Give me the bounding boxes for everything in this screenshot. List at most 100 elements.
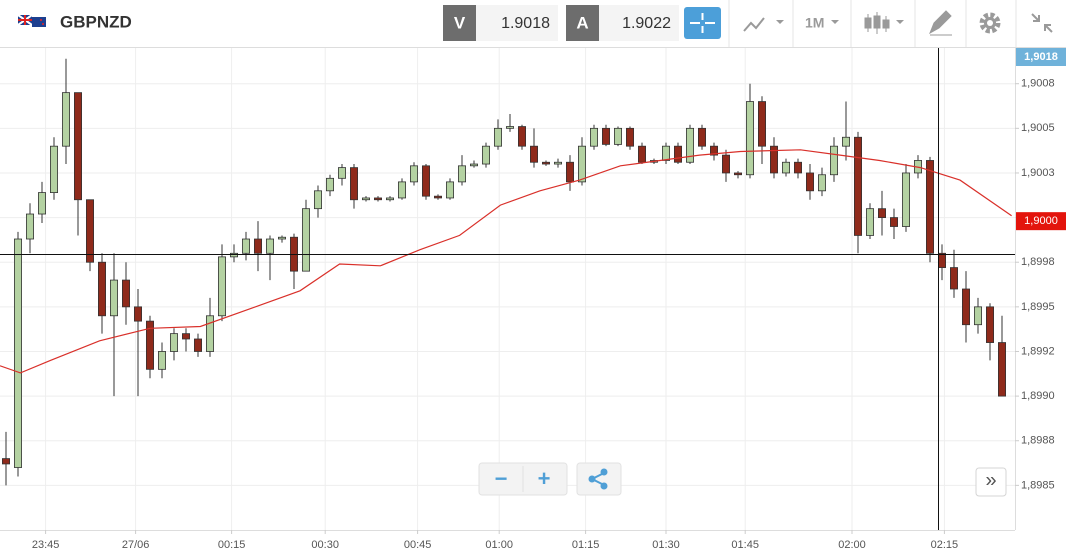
x-tick-label: 23:45	[32, 539, 60, 551]
candle-body	[794, 161, 803, 174]
candle-body	[265, 238, 274, 254]
candle-body	[361, 197, 370, 201]
candle-body	[674, 145, 683, 163]
candle-body	[770, 145, 779, 174]
moving-average	[0, 149, 1012, 374]
bid-label: V	[454, 13, 466, 32]
candle-body	[710, 145, 719, 156]
candle-type-button[interactable]	[864, 12, 904, 34]
candle-body	[590, 127, 599, 147]
share-button[interactable]	[576, 462, 622, 496]
candle-body	[554, 161, 563, 165]
timeframe[interactable]: 1M	[805, 15, 824, 31]
candle-body	[445, 181, 454, 199]
candle-body	[806, 172, 815, 192]
candle-body	[110, 279, 119, 317]
pinned-label: 1,9018	[1024, 51, 1058, 63]
x-tick-label: 02:15	[931, 539, 959, 551]
candle-body	[169, 333, 178, 352]
candle-body	[998, 342, 1007, 397]
candle-body	[638, 145, 647, 163]
y-tick-label: 1,8992	[1021, 345, 1055, 357]
candle-body	[878, 208, 887, 218]
x-tick-label: 02:00	[838, 539, 866, 551]
candle-body	[313, 190, 322, 210]
candle-body	[530, 145, 539, 163]
candle-body	[626, 127, 635, 147]
bid-button[interactable]	[443, 5, 476, 41]
candle-body	[758, 101, 767, 147]
bid-box	[476, 5, 558, 41]
y-tick-label: 1,8985	[1021, 479, 1055, 491]
candle-body	[746, 101, 755, 176]
candle-body	[890, 217, 899, 227]
candle-body	[433, 195, 442, 199]
candle-body	[926, 160, 935, 254]
timeframe-caret	[831, 20, 839, 24]
candle-body	[518, 126, 527, 147]
candle-body	[122, 279, 131, 308]
candle-body	[133, 306, 142, 322]
price-label: 1,9000	[1024, 215, 1058, 227]
candle-body	[157, 351, 166, 370]
collapse-button[interactable]	[1031, 13, 1053, 33]
candle-body	[301, 208, 310, 272]
y-tick-label: 1,8995	[1021, 301, 1055, 313]
candle-body	[2, 458, 10, 465]
settings-button[interactable]	[979, 12, 1001, 34]
x-tick-label: 00:45	[404, 539, 432, 551]
candle-body	[950, 267, 959, 290]
draw-button[interactable]	[929, 10, 952, 36]
candle-body	[842, 136, 851, 147]
zoom-in-button[interactable]: +	[538, 466, 551, 491]
flag	[17, 14, 46, 27]
candle-body	[974, 306, 983, 326]
chart-type-button[interactable]	[743, 17, 784, 32]
x-tick-label: 00:15	[218, 539, 246, 551]
crosshair-button[interactable]	[684, 7, 721, 39]
candle-body	[349, 167, 358, 201]
candle-body	[854, 136, 863, 236]
candle-body	[566, 161, 575, 183]
candle-body	[181, 333, 190, 340]
x-tick-label: 01:15	[572, 539, 600, 551]
expand-button[interactable]	[975, 467, 1007, 497]
candle-body	[493, 127, 502, 147]
candle-body	[614, 127, 623, 145]
candle-body	[25, 213, 34, 240]
candle-body	[734, 172, 743, 176]
candle-body	[818, 174, 827, 192]
candle-body	[986, 306, 995, 343]
symbol: GBPNZD	[60, 12, 132, 31]
bid-price: 1.9018	[501, 15, 550, 32]
candle-body	[698, 127, 707, 147]
ask-button[interactable]	[566, 5, 599, 41]
candle-body	[409, 165, 418, 183]
candle-body	[481, 145, 490, 165]
candle-body	[325, 177, 334, 192]
y-tick-label: 1,9008	[1021, 78, 1055, 90]
candle-body	[866, 208, 875, 236]
y-tick-label: 1,8988	[1021, 435, 1055, 447]
plot	[0, 48, 1015, 530]
candle-body	[337, 167, 346, 179]
candle-body	[74, 92, 83, 201]
candle-body	[86, 199, 95, 263]
candle-body	[830, 145, 839, 176]
candle-body	[505, 126, 514, 129]
candle-body	[902, 172, 911, 227]
zoom-out-button[interactable]: −	[495, 466, 508, 491]
candle-body	[373, 197, 382, 201]
candle-body	[193, 338, 202, 352]
toolbar-separators	[728, 0, 1017, 47]
y-tick-label: 1,9005	[1021, 122, 1055, 134]
candle-body	[205, 315, 214, 352]
candle-body	[62, 92, 71, 147]
candle-body	[457, 165, 466, 183]
x-tick-label: 01:30	[652, 539, 680, 551]
y-tick-label: 1,8998	[1021, 256, 1055, 268]
candle-body	[938, 252, 947, 268]
pinned-label-box	[1016, 48, 1066, 66]
